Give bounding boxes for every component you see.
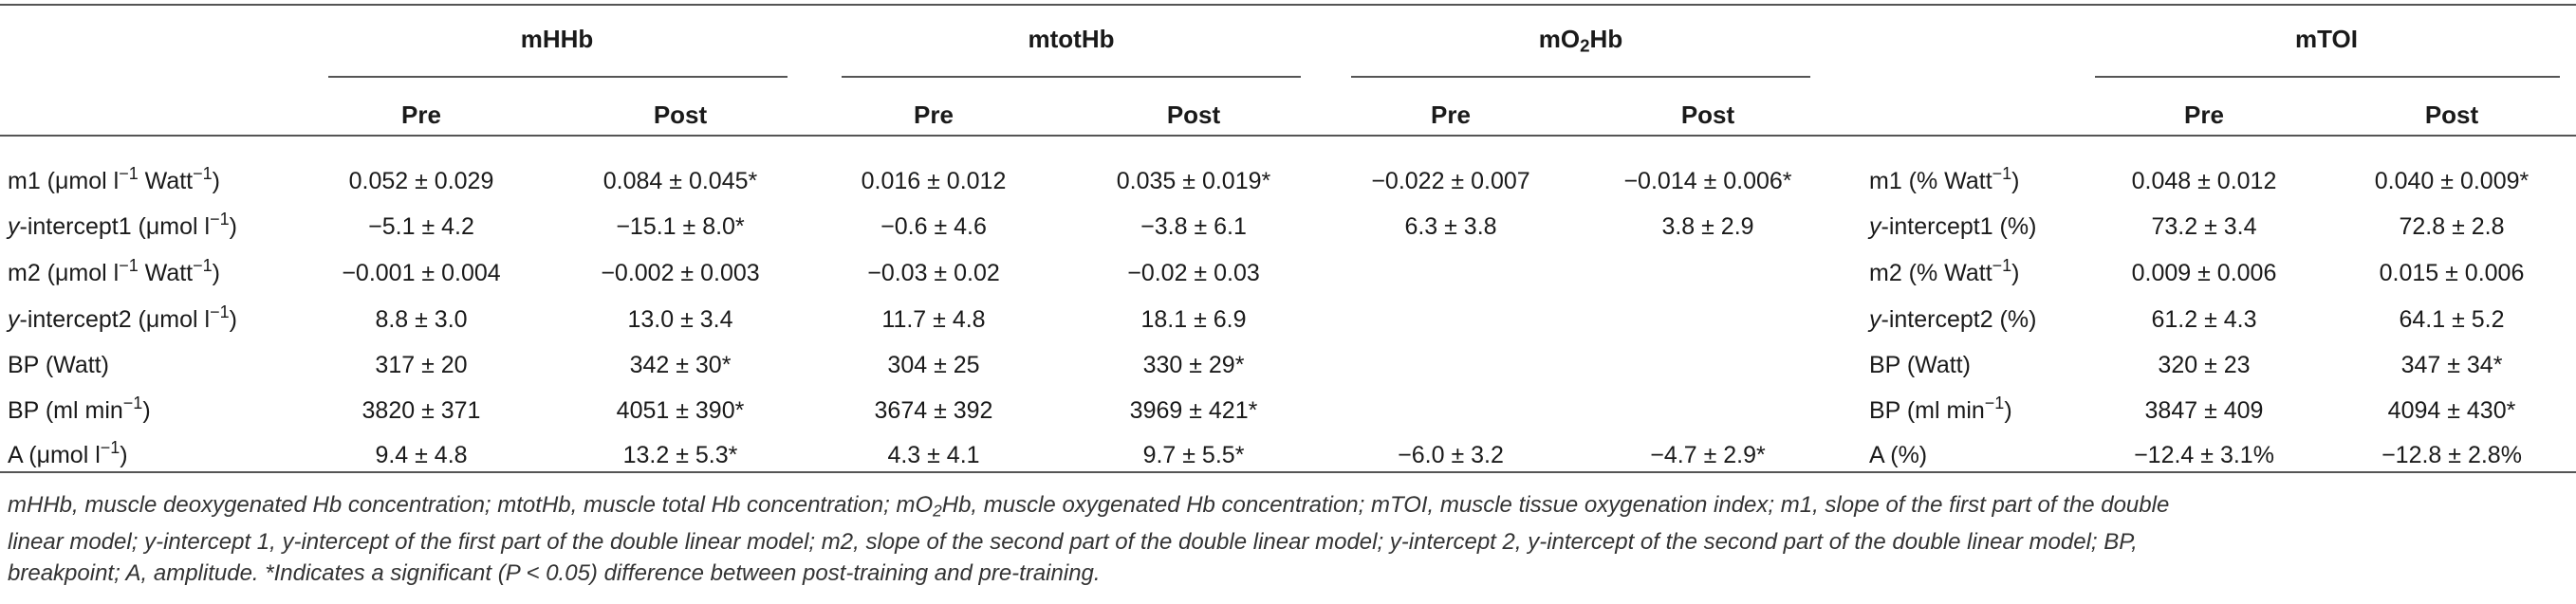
subheader-mhhb-post: Post [653,101,708,129]
subheader-mtothb-post: Post [1166,101,1221,129]
cell-mhhb-post: 0.084 ± 0.045* [602,168,758,194]
cell-mtoi-post: 347 ± 34* [2400,352,2503,378]
cell-mhhb-pre: −5.1 ± 4.2 [368,213,474,240]
group-header-mhhb: mHHb [520,25,594,53]
group-header-mo2hb: mO2Hb [1538,25,1623,56]
cell-mtothb-post: 330 ± 29* [1142,352,1245,378]
footnote-line-3: breakpoint; A, amplitude. *Indicates a s… [8,560,1101,587]
cell-mtothb-pre: 11.7 ± 4.8 [881,306,986,333]
cell-mtothb-post: 18.1 ± 6.9 [1140,306,1247,333]
cell-mtothb-post: −3.8 ± 6.1 [1140,213,1247,240]
cell-mtothb-post: 9.7 ± 5.5* [1142,442,1245,468]
table-header-rule [0,135,2576,137]
cell-mtoi-post: 4094 ± 430* [2387,397,2516,424]
subheader-mtothb-pre: Pre [914,101,954,129]
table-footnote: mHHb, muscle deoxygenated Hb concentrati… [8,489,2569,589]
cell-mhhb-post: −15.1 ± 8.0* [616,213,745,240]
cell-mhhb-pre: 0.052 ± 0.029 [348,168,494,194]
row-label-mtoi: y-intercept1 (%) [1869,213,2037,240]
cell-mtoi-pre: 0.048 ± 0.012 [2131,168,2277,194]
cell-mhhb-post: 13.0 ± 3.4 [627,306,733,333]
cell-mtoi-post: −12.8 ± 2.8% [2381,442,2522,468]
cell-mo2hb-pre: −6.0 ± 3.2 [1398,442,1504,468]
cell-mhhb-post: −0.002 ± 0.003 [601,260,760,286]
group-rule-mo2hb [1351,76,1810,78]
row-label-mtoi: y-intercept2 (%) [1869,306,2037,333]
row-label: BP (ml min−1) [8,394,151,424]
cell-mhhb-post: 342 ± 30* [629,352,732,378]
row-label-mtoi: BP (Watt) [1869,352,1971,378]
row-label: BP (Watt) [8,352,109,378]
group-rule-mtoi [2095,76,2560,78]
cell-mo2hb-pre: −0.022 ± 0.007 [1371,168,1530,194]
subheader-mo2hb-post: Post [1680,101,1735,129]
footnote-line-2: linear model; y-intercept 1, y-intercept… [8,529,2138,556]
group-rule-mhhb [328,76,788,78]
cell-mtothb-post: 0.035 ± 0.019* [1116,168,1271,194]
cell-mo2hb-post: −4.7 ± 2.9* [1650,442,1766,468]
cell-mtoi-pre: 73.2 ± 3.4 [2151,213,2257,240]
row-label: m1 (μmol l−1 Watt−1) [8,164,220,194]
cell-mtothb-post: 3969 ± 421* [1129,397,1258,424]
table-top-rule [0,4,2576,6]
cell-mhhb-pre: 9.4 ± 4.8 [375,442,468,468]
cell-mtoi-post: 0.015 ± 0.006 [2379,260,2525,286]
cell-mhhb-pre: 317 ± 20 [375,352,468,378]
cell-mo2hb-pre: 6.3 ± 3.8 [1404,213,1497,240]
group-header-mtoi: mTOI [2295,25,2358,53]
row-label: y-intercept1 (μmol l−1) [8,210,237,240]
cell-mtothb-post: −0.02 ± 0.03 [1127,260,1260,286]
cell-mhhb-post: 13.2 ± 5.3* [622,442,738,468]
subheader-mhhb-pre: Pre [401,101,441,129]
cell-mtothb-pre: 4.3 ± 4.1 [887,442,980,468]
table-bottom-rule [0,471,2576,473]
cell-mtothb-pre: 304 ± 25 [887,352,980,378]
row-label-mtoi: m2 (% Watt−1) [1869,256,2020,286]
cell-mtoi-pre: 320 ± 23 [2158,352,2251,378]
cell-mtoi-post: 64.1 ± 5.2 [2399,306,2505,333]
subheader-mtoi-pre: Pre [2184,101,2224,129]
row-label-mtoi: BP (ml min−1) [1869,394,2012,424]
row-label: A (μmol l−1) [8,438,128,468]
cell-mtoi-pre: 3847 ± 409 [2144,397,2264,424]
row-label-mtoi: A (%) [1869,442,1928,468]
cell-mo2hb-post: −0.014 ± 0.006* [1623,168,1792,194]
row-label: m2 (μmol l−1 Watt−1) [8,256,220,286]
row-label-mtoi: m1 (% Watt−1) [1869,164,2020,194]
row-label: y-intercept2 (μmol l−1) [8,302,237,333]
cell-mtoi-post: 72.8 ± 2.8 [2399,213,2505,240]
cell-mhhb-pre: 8.8 ± 3.0 [375,306,468,333]
cell-mtoi-pre: 0.009 ± 0.006 [2131,260,2277,286]
cell-mhhb-pre: 3820 ± 371 [361,397,481,424]
group-rule-mtothb [842,76,1301,78]
cell-mtothb-pre: −0.03 ± 0.02 [867,260,1000,286]
cell-mtoi-post: 0.040 ± 0.009* [2374,168,2530,194]
group-header-mtothb: mtotHb [1028,25,1115,53]
cell-mtothb-pre: −0.6 ± 4.6 [880,213,987,240]
subheader-mtoi-post: Post [2424,101,2479,129]
cell-mtothb-pre: 3674 ± 392 [874,397,993,424]
cell-mhhb-post: 4051 ± 390* [616,397,745,424]
cell-mhhb-pre: −0.001 ± 0.004 [342,260,501,286]
subheader-mo2hb-pre: Pre [1431,101,1471,129]
cell-mo2hb-post: 3.8 ± 2.9 [1661,213,1754,240]
cell-mtoi-pre: −12.4 ± 3.1% [2134,442,2274,468]
footnote-line-1: mHHb, muscle deoxygenated Hb concentrati… [8,492,2170,521]
cell-mtoi-pre: 61.2 ± 4.3 [2151,306,2257,333]
cell-mtothb-pre: 0.016 ± 0.012 [861,168,1007,194]
